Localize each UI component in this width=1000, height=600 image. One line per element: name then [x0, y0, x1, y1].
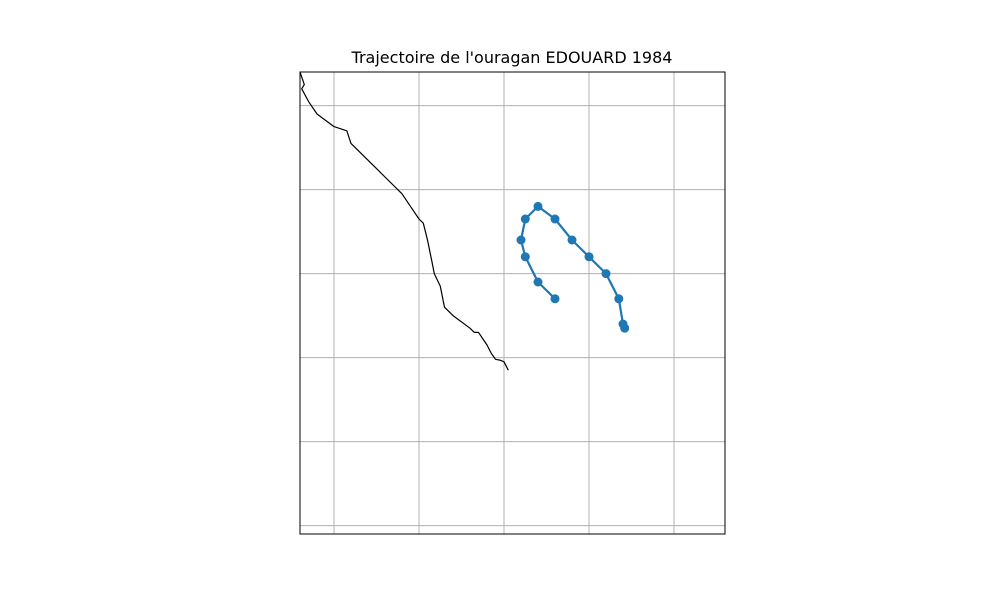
- gridlines: [300, 72, 725, 534]
- coastline-layer: [300, 72, 509, 371]
- hurricane-track-line: [519, 205, 626, 330]
- map-frame: [299, 71, 726, 535]
- track-point: [550, 214, 560, 224]
- track-point: [533, 277, 543, 287]
- track-point: [533, 201, 543, 211]
- track-point: [584, 252, 594, 262]
- track-point: [614, 294, 624, 304]
- track-point: [567, 235, 577, 245]
- map-area: [300, 72, 725, 534]
- track-point: [601, 269, 611, 279]
- track-point: [516, 235, 526, 245]
- track-point: [550, 294, 560, 304]
- track-point: [520, 252, 530, 262]
- coastline: [300, 72, 509, 371]
- track-point: [620, 323, 630, 333]
- hurricane-track-layer: [516, 201, 630, 333]
- track-point: [520, 214, 530, 224]
- map-title: Trajectoire de l'ouragan EDOUARD 1984: [351, 48, 673, 67]
